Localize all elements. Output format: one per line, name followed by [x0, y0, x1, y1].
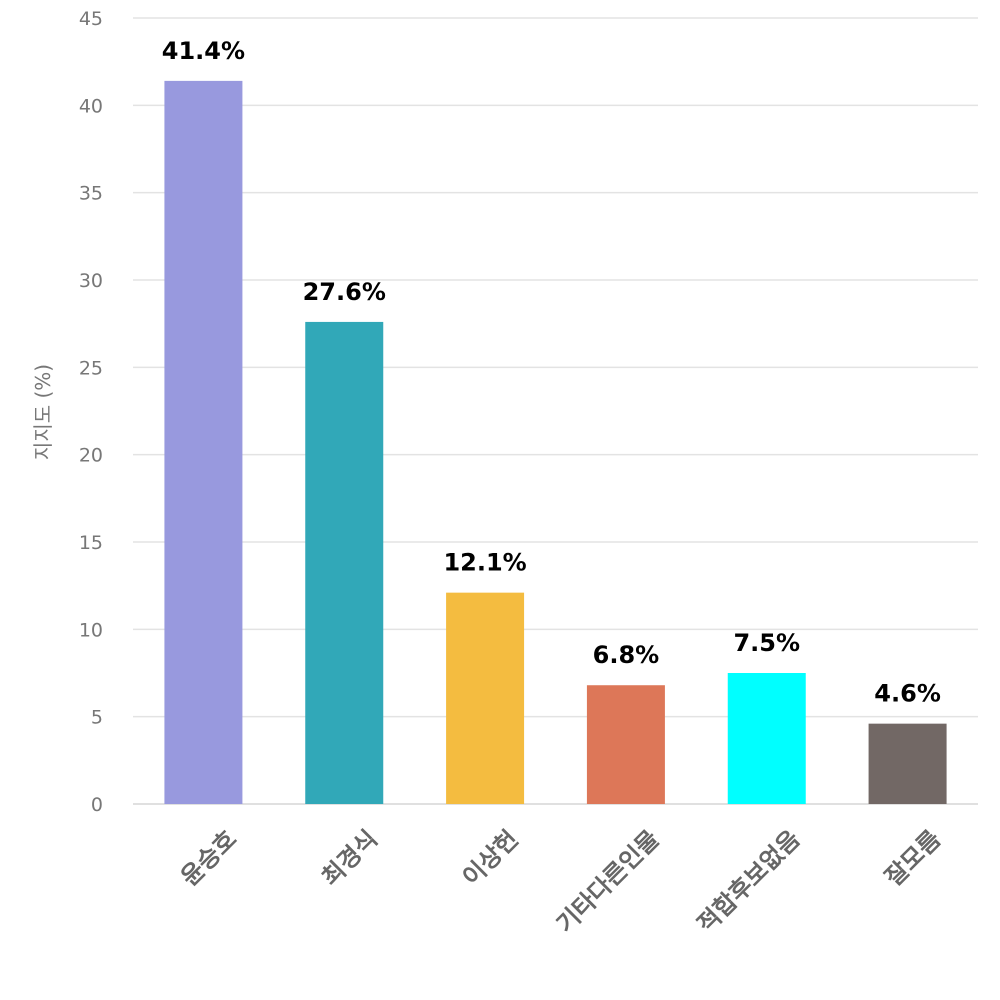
y-tick-label: 15	[79, 532, 103, 554]
data-label: 27.6%	[303, 278, 386, 306]
bar	[868, 723, 947, 804]
bar	[305, 321, 384, 804]
x-tick-label: 최경식	[316, 825, 383, 892]
x-axis-ticks: 윤승호 최경식 이상헌 기타다른인물 적합후보없음 잘모름	[175, 825, 946, 938]
bar	[727, 673, 806, 804]
x-tick-label: 기타다른인물	[551, 825, 664, 938]
data-label: 12.1%	[443, 549, 526, 577]
y-axis-label: 지지도 (%)	[31, 364, 55, 460]
y-tick-label: 45	[79, 8, 103, 30]
grid-lines	[133, 17, 978, 805]
data-label: 41.4%	[162, 37, 245, 65]
y-tick-label: 5	[91, 707, 103, 729]
y-tick-label: 10	[79, 619, 103, 641]
x-tick-label: 적합후보없음	[692, 825, 805, 938]
y-tick-label: 30	[79, 270, 103, 292]
x-tick-label: 잘모름	[880, 825, 947, 892]
bars	[164, 80, 947, 804]
y-tick-label: 0	[91, 794, 103, 816]
data-label: 4.6%	[874, 680, 941, 708]
y-tick-label: 20	[79, 445, 103, 467]
bar	[164, 80, 243, 804]
x-tick-label: 이상헌	[457, 825, 524, 892]
bar	[446, 592, 525, 804]
data-label: 6.8%	[593, 641, 660, 669]
bar	[586, 685, 665, 804]
data-labels: 41.4% 27.6% 12.1% 6.8% 7.5% 4.6%	[160, 35, 942, 709]
y-tick-label: 40	[79, 95, 103, 117]
x-tick-label: 윤승호	[175, 825, 242, 892]
y-tick-label: 25	[79, 357, 103, 379]
y-axis-ticks: 0 5 10 15 20 25 30 35 40 45	[79, 8, 103, 816]
y-tick-label: 35	[79, 183, 103, 205]
data-label: 7.5%	[733, 629, 800, 657]
